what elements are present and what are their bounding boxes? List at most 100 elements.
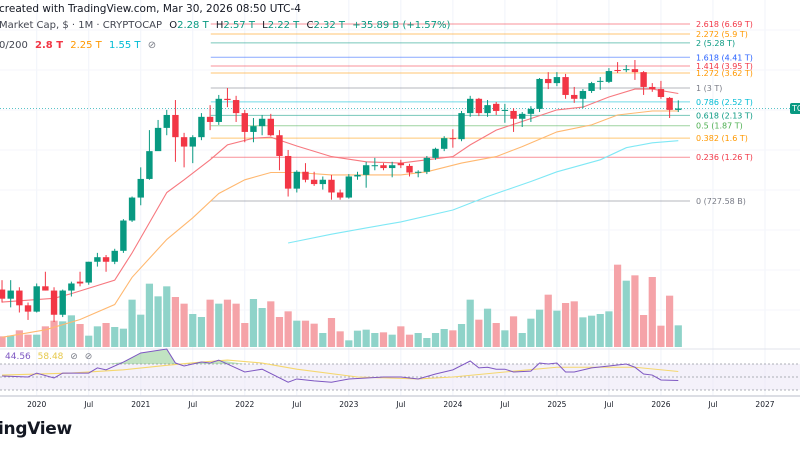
volume-bar bbox=[223, 299, 232, 347]
candle-body bbox=[432, 148, 439, 158]
candle-body bbox=[562, 77, 569, 95]
candle-body bbox=[414, 171, 422, 173]
candle-body bbox=[120, 220, 127, 251]
candle-body bbox=[33, 286, 40, 312]
volume-bar bbox=[674, 325, 682, 347]
close-value: 2.32 T bbox=[313, 20, 346, 31]
candle-body bbox=[180, 137, 188, 147]
candle-body bbox=[7, 290, 14, 299]
volume-bar bbox=[93, 326, 101, 347]
volume-bar bbox=[67, 315, 75, 347]
volume-bar bbox=[284, 311, 292, 347]
candle-body bbox=[553, 77, 561, 84]
volume-bar bbox=[258, 308, 266, 347]
volume-bar bbox=[570, 301, 578, 347]
moving-average-line bbox=[287, 140, 679, 244]
x-tick-label: Jul bbox=[187, 400, 197, 409]
open-label: O bbox=[169, 20, 178, 31]
low-value: 2.22 T bbox=[267, 20, 300, 31]
candle-body bbox=[675, 108, 682, 110]
candle-body bbox=[198, 116, 205, 138]
candle-body bbox=[276, 135, 283, 156]
candle-body bbox=[579, 90, 587, 99]
symbol-label[interactable]: Market Cap, $ · 1M · CRYPTOCAP bbox=[0, 20, 163, 31]
fib-level-label: 1.414 (3.95 T) bbox=[696, 62, 753, 71]
candle-body bbox=[388, 165, 396, 169]
candle-body bbox=[224, 98, 231, 101]
volume-bar bbox=[371, 333, 379, 347]
volume-bar bbox=[596, 314, 604, 347]
volume-bar bbox=[180, 303, 188, 347]
ma-label[interactable]: 0/200 bbox=[0, 40, 28, 51]
volume-bar bbox=[267, 301, 275, 347]
candle-body bbox=[42, 286, 49, 291]
volume-bar bbox=[535, 309, 544, 347]
candle-body bbox=[406, 165, 413, 173]
candle-body bbox=[614, 69, 621, 72]
high-label: H bbox=[215, 20, 224, 31]
volume-bar bbox=[119, 328, 127, 347]
hide-icon[interactable]: ⊘ bbox=[84, 352, 93, 362]
volume-bar bbox=[336, 331, 344, 347]
candle-body bbox=[397, 163, 405, 166]
x-tick-label: 2024 bbox=[443, 400, 462, 409]
candle-body bbox=[475, 98, 483, 114]
volume-bar bbox=[509, 316, 518, 347]
volume-bar bbox=[657, 325, 665, 347]
volume-bar bbox=[345, 340, 353, 347]
volume-bar bbox=[0, 336, 6, 347]
volume-bar bbox=[59, 321, 67, 347]
fib-level-label: 0.786 (2.52 T) bbox=[696, 98, 753, 107]
volume-bar bbox=[293, 320, 301, 347]
volume-bar bbox=[579, 317, 587, 347]
volume-bar bbox=[466, 299, 474, 347]
candle-body bbox=[59, 290, 66, 315]
volume-bar bbox=[41, 326, 49, 347]
volume-bar bbox=[388, 334, 396, 347]
volume-bar bbox=[405, 334, 414, 347]
volume-bar bbox=[440, 329, 448, 347]
candle-body bbox=[605, 71, 613, 82]
candle-body bbox=[571, 94, 578, 99]
candle-body bbox=[293, 171, 300, 189]
candle-body bbox=[380, 165, 387, 169]
candle-body bbox=[458, 113, 465, 140]
fib-level-label: 2.618 (6.69 T) bbox=[696, 20, 753, 29]
volume-bar bbox=[24, 334, 32, 347]
candle-body bbox=[111, 250, 118, 262]
candle-body bbox=[206, 116, 214, 122]
volume-bar bbox=[622, 280, 630, 347]
x-tick-label: Jul bbox=[499, 400, 509, 409]
candle-body bbox=[336, 192, 344, 198]
volume-bar bbox=[414, 333, 422, 347]
candle-body bbox=[189, 137, 196, 147]
candle-body bbox=[545, 78, 552, 84]
hide-icon[interactable]: ⊘ bbox=[147, 40, 157, 51]
hide-icon[interactable]: ⊘ bbox=[70, 352, 78, 362]
candle-body bbox=[50, 290, 58, 315]
ma-legend: 0/200 2.8 T 2.25 T 1.55 T ⊘ bbox=[0, 40, 160, 51]
candle-body bbox=[76, 281, 84, 284]
ma2-value: 2.25 T bbox=[70, 40, 102, 51]
volume-bar bbox=[483, 308, 492, 347]
candle-body bbox=[94, 257, 101, 262]
candle-body bbox=[527, 108, 535, 114]
candle-body bbox=[536, 78, 543, 109]
rsi-legend: 44.56 58.48 ⊘ ⊘ bbox=[5, 352, 96, 362]
volume-bar bbox=[457, 324, 466, 347]
volume-bar bbox=[319, 333, 327, 347]
candle-body bbox=[102, 257, 110, 262]
fib-level-label: 2.272 (5.9 T) bbox=[696, 30, 748, 39]
fib-level-label: 0 (727.58 B) bbox=[696, 197, 746, 206]
change-value: +35.89 B (+1.57%) bbox=[352, 20, 451, 31]
volume-bar bbox=[111, 327, 119, 347]
candle-body bbox=[16, 290, 23, 306]
x-tick-label: Jul bbox=[707, 400, 717, 409]
candle-body bbox=[172, 114, 179, 138]
candle-body bbox=[484, 105, 491, 114]
x-tick-label: 2025 bbox=[547, 400, 566, 409]
volume-bar bbox=[232, 303, 240, 347]
candle-body bbox=[449, 138, 457, 140]
candle-body bbox=[302, 171, 309, 180]
